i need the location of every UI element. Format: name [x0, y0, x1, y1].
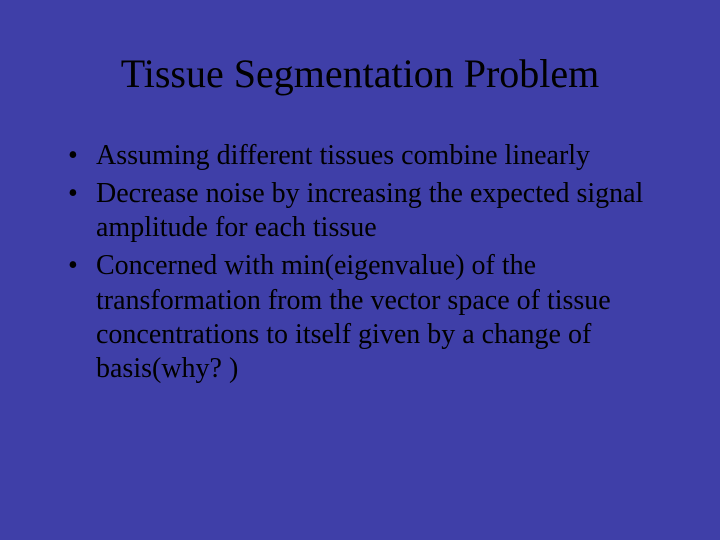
slide-title: Tissue Segmentation Problem: [48, 50, 672, 97]
bullet-list: Assuming different tissues combine linea…: [48, 139, 672, 386]
bullet-item: Assuming different tissues combine linea…: [68, 139, 672, 173]
bullet-item: Concerned with min(eigenvalue) of the tr…: [68, 249, 672, 386]
bullet-item: Decrease noise by increasing the expecte…: [68, 177, 672, 245]
slide: Tissue Segmentation Problem Assuming dif…: [0, 0, 720, 540]
